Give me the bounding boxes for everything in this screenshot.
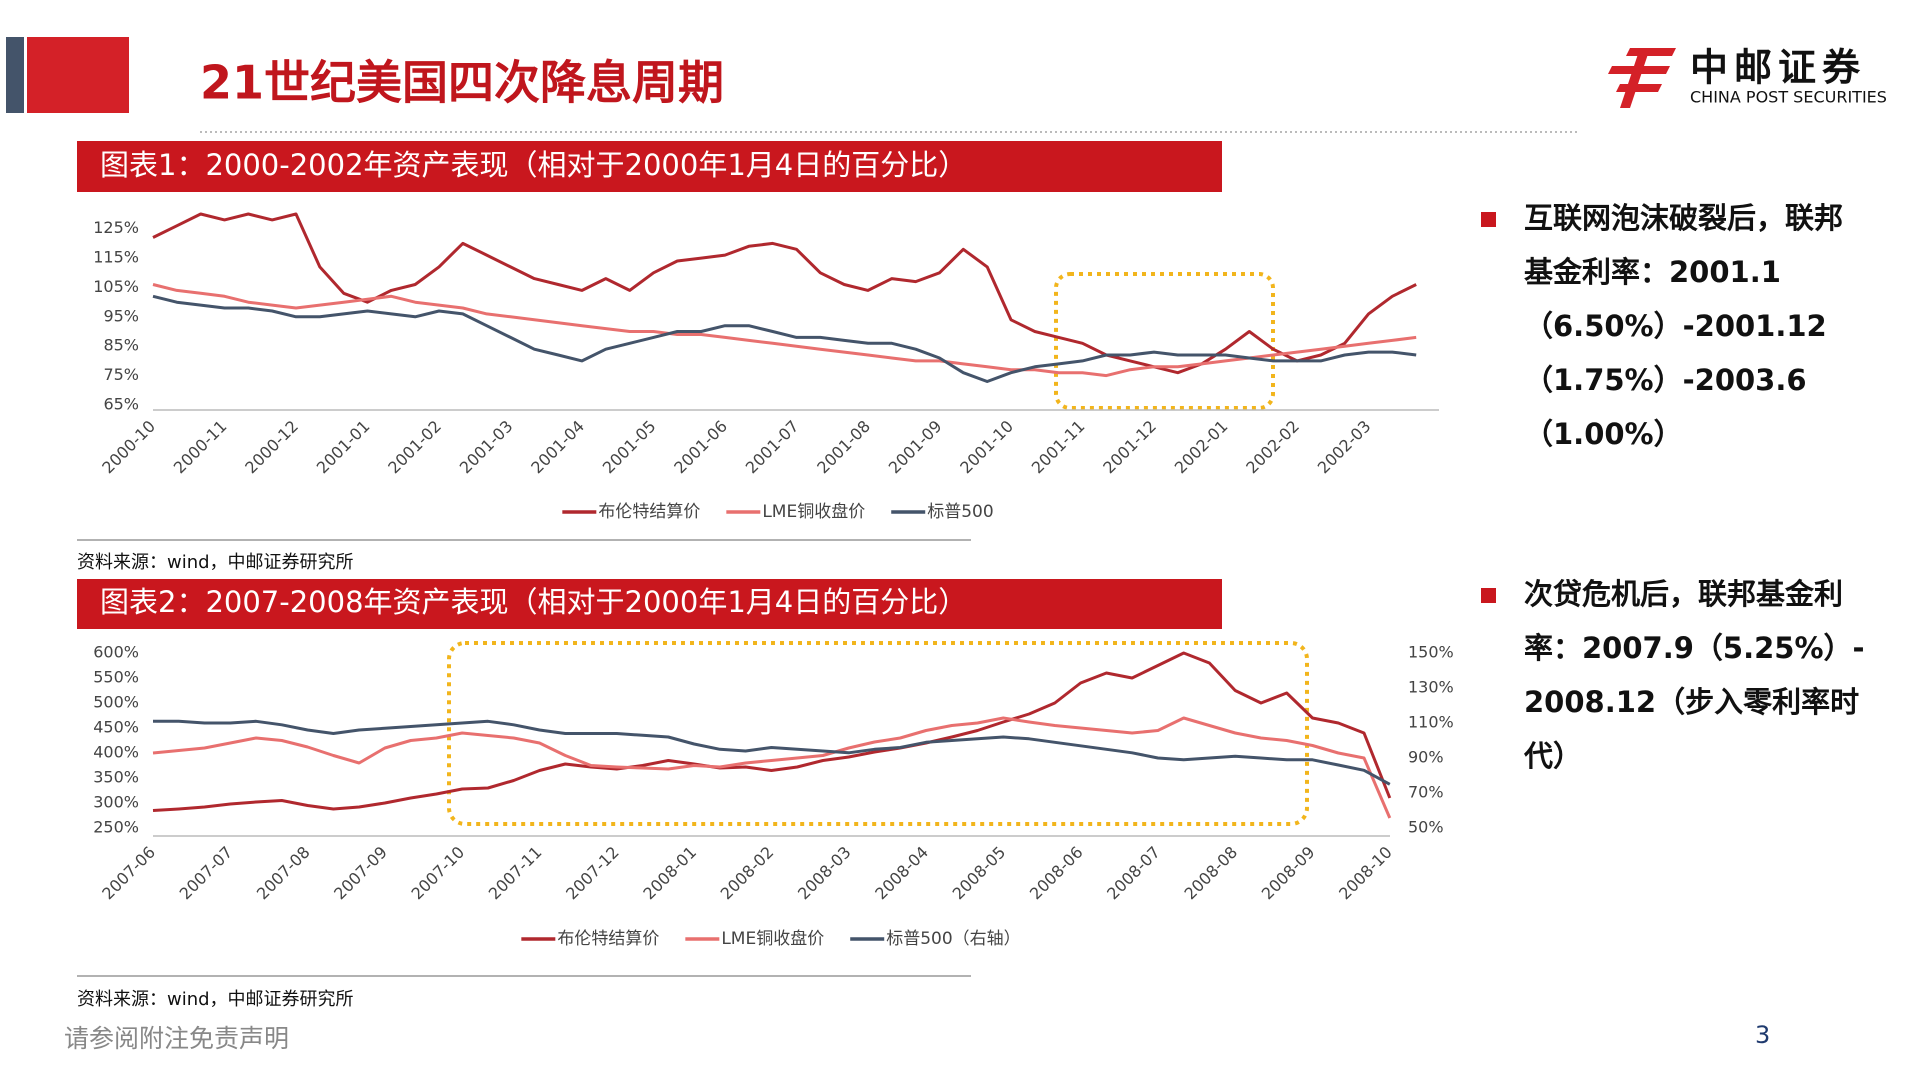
x-tick-label: 2001-08 — [813, 417, 874, 478]
chart-title: 图表1：2000-2002年资产表现（相对于2000年1月4日的百分比） — [100, 148, 967, 182]
series-line — [152, 294, 1417, 383]
page-number: 3 — [1755, 1021, 1770, 1049]
y-tick-label: 300% — [93, 793, 139, 812]
x-tick-label: 2000-12 — [241, 417, 302, 478]
x-tick-label: 2001-05 — [599, 417, 660, 478]
series-line — [152, 283, 1417, 378]
series-line — [152, 651, 1392, 812]
x-tick-label: 2008-05 — [949, 843, 1010, 904]
y-tick-label: 115% — [93, 248, 139, 267]
note-line: 基金利率：2001.1 — [1524, 255, 1781, 289]
note-line: （1.75%）-2003.6 — [1524, 363, 1807, 397]
x-tick-label: 2007-12 — [562, 843, 623, 904]
x-tick-label: 2001-11 — [1028, 417, 1089, 478]
chart-header — [77, 579, 1222, 629]
y-tick-label: 95% — [103, 306, 139, 325]
x-tick-label: 2001-02 — [384, 417, 445, 478]
x-tick-label: 2008-09 — [1258, 843, 1319, 904]
x-tick-label: 2007-08 — [253, 843, 314, 904]
chart-title: 图表2：2007-2008年资产表现（相对于2000年1月4日的百分比） — [100, 585, 967, 619]
x-tick-label: 2001-07 — [742, 417, 803, 478]
side-bar — [6, 37, 24, 113]
x-tick-label: 2001-09 — [885, 417, 946, 478]
legend-label: 标普500（右轴） — [886, 929, 1020, 949]
x-tick-label: 2008-08 — [1180, 843, 1241, 904]
chart-header — [77, 141, 1222, 192]
y-tick-label: 75% — [103, 365, 139, 384]
y-tick-label: 550% — [93, 668, 139, 687]
y2-tick-label: 110% — [1408, 713, 1454, 732]
note-line: 互联网泡沫破裂后，联邦 — [1524, 201, 1843, 235]
y-tick-label: 105% — [93, 277, 139, 296]
x-tick-label: 2007-09 — [330, 843, 391, 904]
logo-name: 中邮证券 — [1690, 46, 1866, 90]
slide-title: 21世纪美国四次降息周期 — [200, 56, 724, 110]
x-tick-label: 2008-04 — [871, 843, 932, 904]
x-tick-label: 2008-02 — [717, 843, 778, 904]
x-tick-label: 2007-10 — [407, 843, 468, 904]
note-line: 次贷危机后，联邦基金利 — [1524, 577, 1843, 611]
legend-label: LME铜收盘价 — [721, 929, 824, 949]
legend-label: LME铜收盘价 — [762, 502, 865, 522]
x-tick-label: 2001-06 — [670, 417, 731, 478]
series-line — [152, 716, 1392, 819]
legend: 布伦特结算价 LME铜收盘价 标普500（右轴） — [521, 929, 1021, 949]
footer: 请参阅附注免责声明 — [64, 1024, 289, 1053]
x-tick-label: 2000-10 — [98, 417, 159, 478]
y2-tick-label: 150% — [1408, 643, 1454, 662]
source: 资料来源：wind，中邮证券研究所 — [77, 552, 354, 573]
bullet — [1481, 212, 1496, 227]
x-tick-label: 2002-01 — [1171, 417, 1232, 478]
x-tick-label: 2007-06 — [98, 843, 159, 904]
bullet — [1481, 588, 1496, 603]
x-tick-label: 2007-07 — [176, 843, 237, 904]
note-line: 代） — [1523, 739, 1582, 773]
y-tick-label: 500% — [93, 693, 139, 712]
highlight-box — [1054, 272, 1275, 410]
x-tick-label: 2000-11 — [170, 417, 231, 478]
x-tick-label: 2008-10 — [1335, 843, 1396, 904]
legend-label: 布伦特结算价 — [598, 502, 700, 522]
series-line — [153, 719, 1391, 786]
y2-tick-label: 70% — [1408, 783, 1444, 802]
legend-label: 标普500 — [927, 502, 993, 522]
series-line — [152, 212, 1417, 375]
x-tick-label: 2001-01 — [313, 417, 374, 478]
y-tick-label: 85% — [103, 336, 139, 355]
source: 资料来源：wind，中邮证券研究所 — [77, 989, 354, 1010]
legend: 布伦特结算价 LME铜收盘价 标普500 — [562, 502, 994, 522]
note-line: 2008.12（步入零利率时 — [1524, 685, 1859, 719]
x-tick-label: 2002-02 — [1242, 417, 1303, 478]
x-tick-label: 2001-03 — [456, 417, 517, 478]
y2-tick-label: 130% — [1408, 678, 1454, 697]
logo-english: CHINA POST SECURITIES — [1690, 88, 1887, 107]
y-tick-label: 450% — [93, 718, 139, 737]
x-tick-label: 2001-10 — [956, 417, 1017, 478]
x-tick-label: 2008-07 — [1103, 843, 1164, 904]
y-tick-label: 350% — [93, 768, 139, 787]
x-tick-label: 2002-03 — [1314, 417, 1375, 478]
x-tick-label: 2008-01 — [639, 843, 700, 904]
y-tick-label: 65% — [103, 395, 139, 414]
y2-tick-label: 50% — [1408, 818, 1444, 837]
x-tick-label: 2007-11 — [485, 843, 546, 904]
x-tick-label: 2001-04 — [527, 417, 588, 478]
y-tick-label: 600% — [93, 643, 139, 662]
x-tick-label: 2008-06 — [1026, 843, 1087, 904]
logo-icon — [1608, 48, 1676, 108]
note-line: （6.50%）-2001.12 — [1524, 309, 1827, 343]
y-tick-label: 125% — [93, 218, 139, 237]
x-tick-label: 2008-03 — [794, 843, 855, 904]
note-line: （1.00%） — [1524, 417, 1683, 451]
y-tick-label: 250% — [93, 818, 139, 837]
legend-label: 布伦特结算价 — [557, 929, 659, 949]
y2-tick-label: 90% — [1408, 748, 1444, 767]
x-tick-label: 2001-12 — [1099, 417, 1160, 478]
y-tick-label: 400% — [93, 743, 139, 762]
note-line: 率：2007.9（5.25%）- — [1524, 631, 1865, 665]
side-block — [27, 37, 129, 113]
